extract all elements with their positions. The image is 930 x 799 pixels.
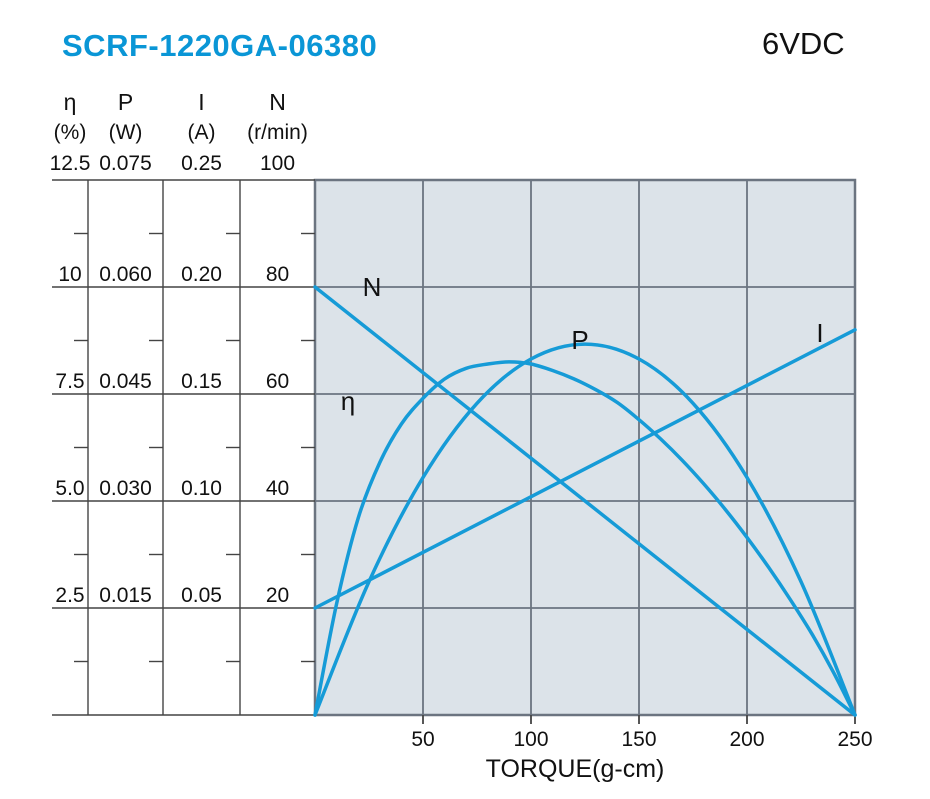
curve-label-I: I xyxy=(816,318,823,348)
x-axis-tick-label: 50 xyxy=(411,728,434,751)
curve-label-eta: η xyxy=(341,386,355,416)
axis-tick-label: 12.5 xyxy=(50,152,91,175)
voltage-label: 6VDC xyxy=(762,26,845,61)
x-axis-tick-label: 150 xyxy=(621,728,656,751)
axis-tick-label: 0.030 xyxy=(99,477,152,500)
axis-name-label: P xyxy=(118,89,133,115)
axis-tick-label: 20 xyxy=(266,584,289,607)
axis-tick-label: 0.075 xyxy=(99,152,152,175)
axis-unit-label: (%) xyxy=(54,121,87,144)
axis-tick-label: 2.5 xyxy=(55,584,84,607)
curve-label-P: P xyxy=(571,325,588,355)
x-axis-title: TORQUE(g-cm) xyxy=(486,755,665,783)
axis-tick-label: 40 xyxy=(266,477,289,500)
x-axis-tick-label: 200 xyxy=(729,728,764,751)
axis-tick-label: 80 xyxy=(266,263,289,286)
curve-N xyxy=(313,285,857,717)
x-axis-tick-label: 100 xyxy=(513,728,548,751)
axis-tick-label: 5.0 xyxy=(55,477,84,500)
x-axis-tick-label: 250 xyxy=(837,728,872,751)
axis-name-label: I xyxy=(198,89,204,115)
axis-tick-label: 0.15 xyxy=(181,370,222,393)
axis-name-label: η xyxy=(64,89,77,115)
axis-name-label: N xyxy=(269,89,286,115)
axis-unit-label: (W) xyxy=(109,121,143,144)
axis-tick-label: 0.25 xyxy=(181,152,222,175)
axis-tick-label: 0.045 xyxy=(99,370,152,393)
axis-tick-label: 0.015 xyxy=(99,584,152,607)
curve-P xyxy=(313,342,857,717)
axis-unit-label: (A) xyxy=(188,121,216,144)
curve-label-N: N xyxy=(363,272,382,302)
axis-tick-label: 7.5 xyxy=(55,370,84,393)
curve-I xyxy=(313,328,857,610)
axis-tick-label: 0.060 xyxy=(99,263,152,286)
axis-tick-label: 0.05 xyxy=(181,584,222,607)
curve-eta xyxy=(313,360,857,717)
axis-tick-label: 0.10 xyxy=(181,477,222,500)
axis-tick-label: 0.20 xyxy=(181,263,222,286)
axis-tick-label: 10 xyxy=(58,263,81,286)
page-title: SCRF-1220GA-06380 xyxy=(62,28,378,63)
axis-tick-label: 60 xyxy=(266,370,289,393)
axis-tick-label: 100 xyxy=(260,152,295,175)
axis-unit-label: (r/min) xyxy=(247,121,308,144)
plot-area-background xyxy=(315,180,855,715)
